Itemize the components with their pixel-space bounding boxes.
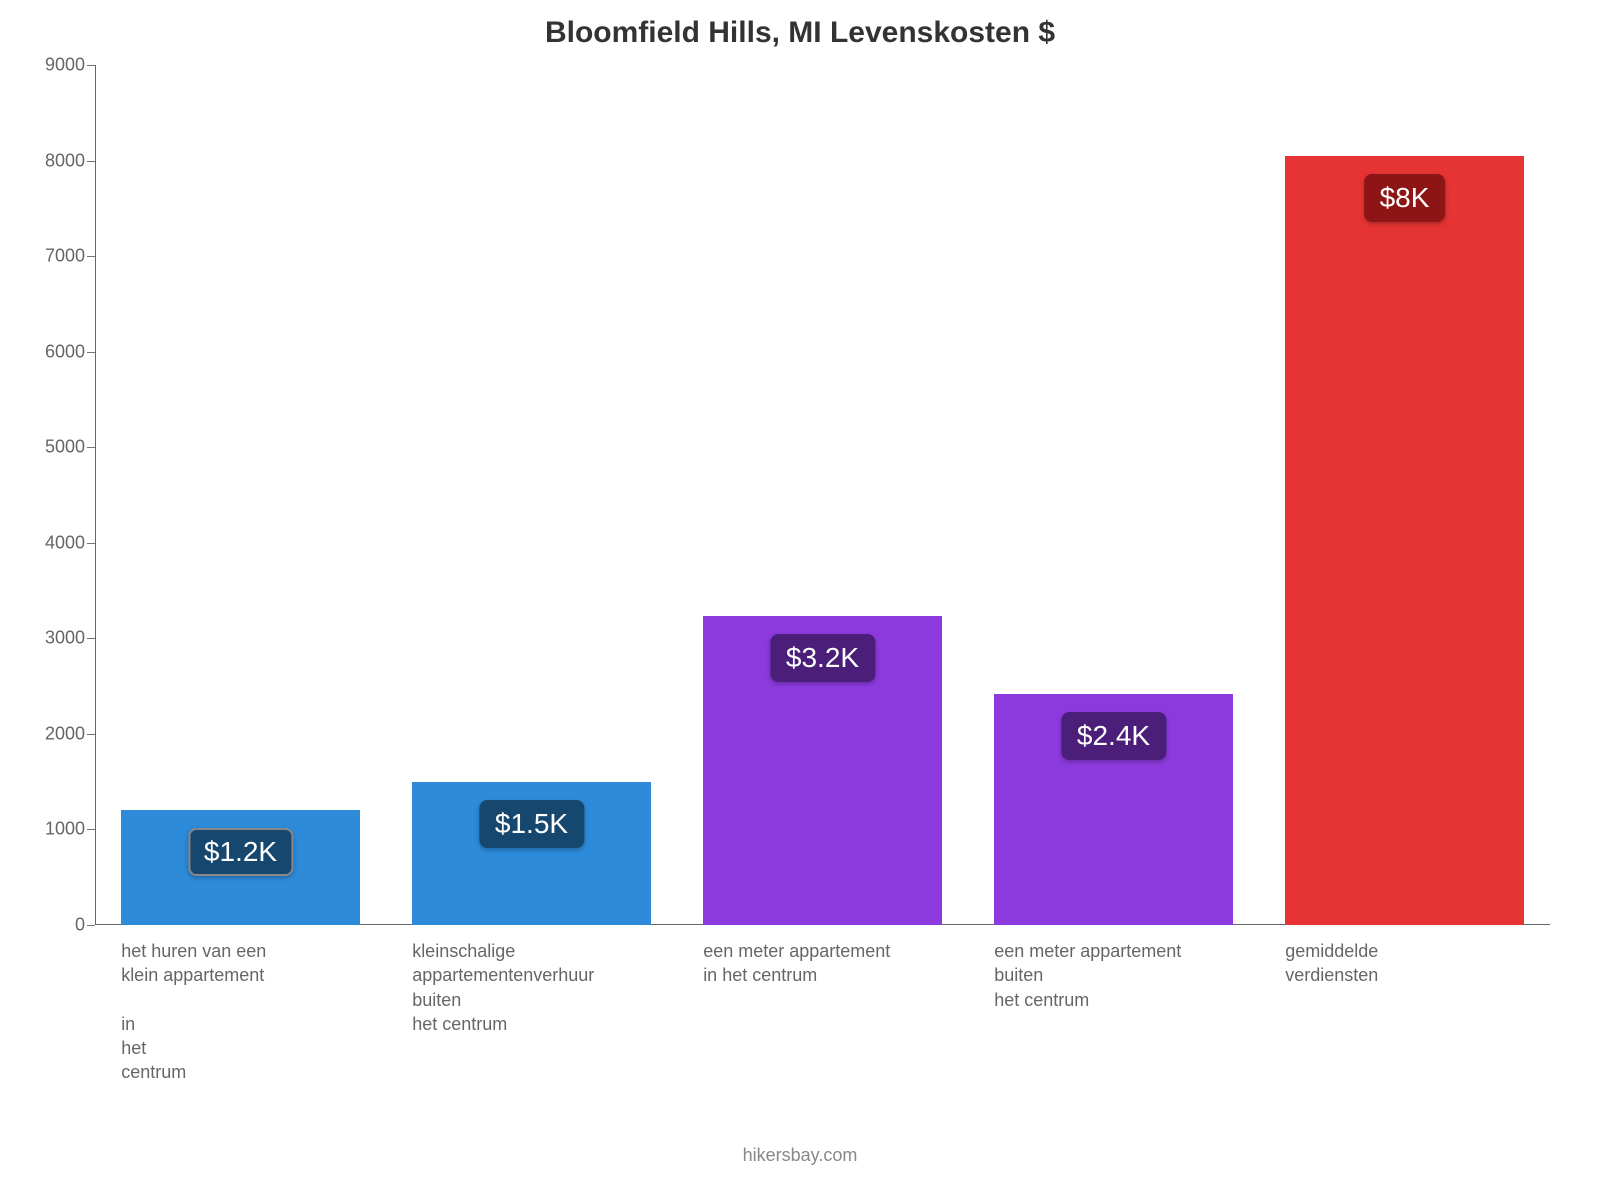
y-tick-label: 0: [75, 915, 95, 936]
bar-value-label: $3.2K: [770, 634, 875, 682]
y-tick-label: 7000: [45, 246, 95, 267]
chart-credit: hikersbay.com: [0, 1145, 1600, 1166]
bar-value-label: $1.2K: [188, 828, 293, 876]
y-tick-label: 9000: [45, 55, 95, 76]
plot-area: 0100020003000400050006000700080009000$1.…: [95, 65, 1550, 925]
bar-value-label: $1.5K: [479, 800, 584, 848]
y-tick-label: 5000: [45, 437, 95, 458]
y-tick-label: 4000: [45, 532, 95, 553]
x-tick-label: een meter appartement buiten het centrum: [994, 925, 1214, 1012]
y-tick-label: 1000: [45, 819, 95, 840]
y-tick-label: 8000: [45, 150, 95, 171]
y-tick-label: 3000: [45, 628, 95, 649]
bar: [1285, 156, 1524, 925]
chart-title: Bloomfield Hills, MI Levenskosten $: [0, 16, 1600, 50]
bar-value-label: $2.4K: [1061, 712, 1166, 760]
x-tick-label: een meter appartement in het centrum: [703, 925, 923, 988]
y-tick-label: 2000: [45, 723, 95, 744]
bar-value-label: $8K: [1364, 174, 1446, 222]
x-tick-label: gemiddelde verdiensten: [1285, 925, 1505, 988]
y-tick-label: 6000: [45, 341, 95, 362]
x-tick-label: kleinschalige appartementenverhuur buite…: [412, 925, 632, 1036]
y-axis-line: [95, 65, 96, 925]
cost-of-living-chart: Bloomfield Hills, MI Levenskosten $ 0100…: [0, 0, 1600, 1200]
x-tick-label: het huren van een klein appartement in h…: [121, 925, 341, 1085]
